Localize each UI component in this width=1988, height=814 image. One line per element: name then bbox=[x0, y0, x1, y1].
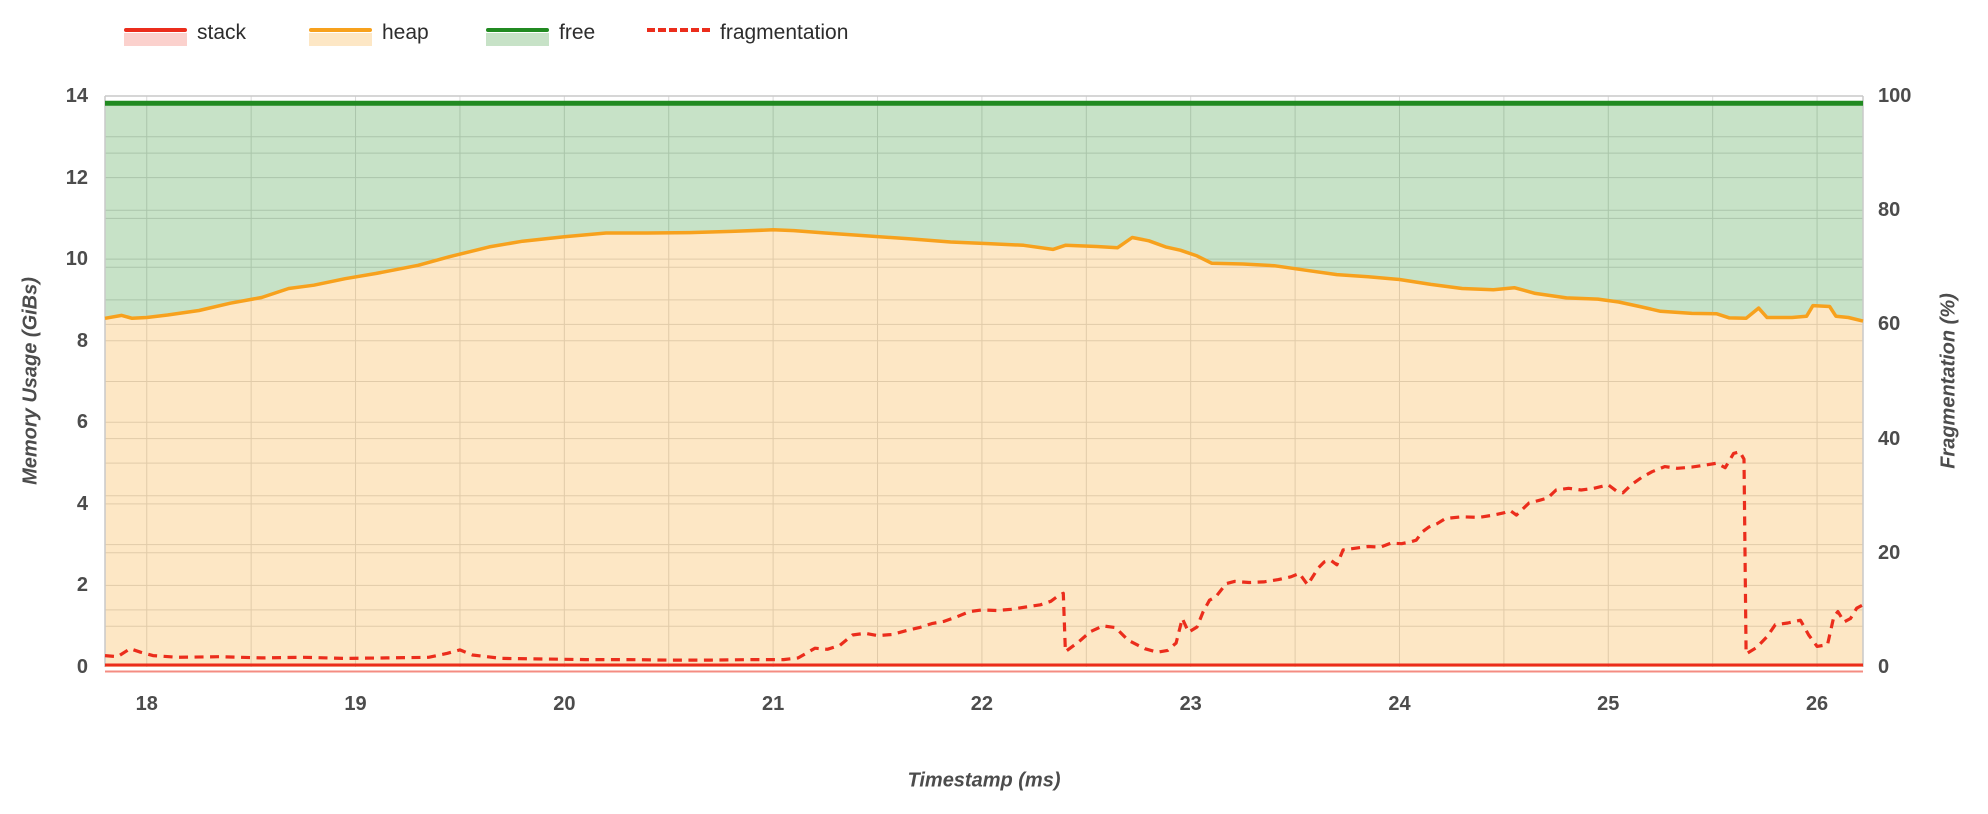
y-right-tick-label: 0 bbox=[1878, 656, 1890, 678]
legend-label-heap: heap bbox=[382, 21, 429, 44]
x-tick-label: 23 bbox=[1179, 693, 1202, 715]
legend-label-stack: stack bbox=[197, 21, 247, 44]
y-left-tick-label: 4 bbox=[76, 492, 88, 515]
y-axis-title-left: Memory Usage (GiBs) bbox=[19, 277, 42, 485]
x-tick-label: 20 bbox=[553, 693, 576, 715]
y-right-tick-label: 80 bbox=[1878, 199, 1901, 222]
heap-swatch-icon bbox=[309, 20, 372, 48]
free-swatch-icon bbox=[486, 20, 549, 48]
y-right-tick-label: 20 bbox=[1878, 541, 1901, 564]
x-tick-label: 26 bbox=[1805, 693, 1829, 715]
y-left-tick-label: 14 bbox=[65, 85, 88, 107]
legend-item-fragmentation[interactable]: fragmentation bbox=[647, 20, 848, 48]
y-left-tick-label: 10 bbox=[65, 248, 88, 271]
legend-item-free[interactable]: free bbox=[486, 20, 595, 48]
y-left-tick-label: 12 bbox=[65, 166, 88, 189]
y-right-tick-label: 60 bbox=[1878, 313, 1901, 336]
x-tick-label: 25 bbox=[1597, 693, 1620, 715]
chart-legend: stack heap free fragmentation bbox=[0, 0, 1988, 60]
y-right-tick-label: 100 bbox=[1878, 85, 1912, 107]
x-tick-label: 21 bbox=[761, 693, 785, 715]
x-tick-label: 18 bbox=[135, 693, 158, 715]
y-left-tick-label: 8 bbox=[76, 329, 88, 352]
fragmentation-swatch-icon bbox=[647, 20, 710, 48]
y-left-tick-label: 2 bbox=[76, 574, 88, 597]
legend-item-stack[interactable]: stack bbox=[124, 20, 246, 48]
legend-label-free: free bbox=[559, 21, 596, 44]
x-tick-label: 24 bbox=[1388, 693, 1411, 715]
stack-swatch-icon bbox=[124, 20, 187, 48]
legend-label-fragmentation: fragmentation bbox=[720, 21, 849, 44]
x-tick-label: 22 bbox=[970, 693, 994, 715]
legend-item-heap[interactable]: heap bbox=[309, 20, 429, 48]
x-axis-title: Timestamp (ms) bbox=[907, 769, 1061, 792]
y-left-tick-label: 0 bbox=[76, 656, 88, 678]
y-axis-title-right: Fragmentation (%) bbox=[1937, 293, 1960, 469]
y-right-tick-label: 40 bbox=[1878, 427, 1901, 450]
x-tick-label: 19 bbox=[344, 693, 367, 715]
y-left-tick-label: 6 bbox=[76, 411, 88, 434]
